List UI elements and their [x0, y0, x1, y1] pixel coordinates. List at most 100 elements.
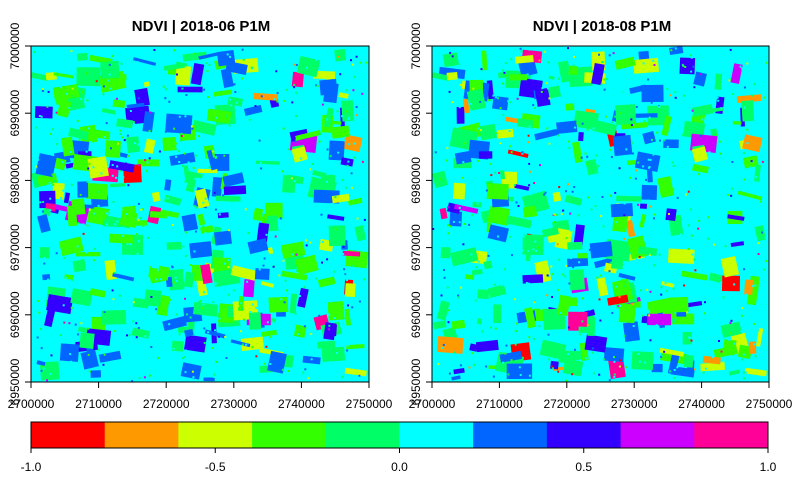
raster-pixel — [598, 298, 601, 301]
raster-pixel — [480, 68, 483, 71]
raster-pixel — [539, 164, 541, 167]
raster-patch — [75, 252, 101, 257]
raster-pixel — [600, 215, 603, 217]
raster-pixel — [108, 63, 111, 66]
raster-pixel — [309, 109, 312, 112]
raster-pixel — [224, 262, 226, 265]
raster-pixel — [273, 98, 276, 101]
raster-pixel — [295, 253, 298, 256]
raster-pixel — [127, 154, 130, 157]
raster-patch — [185, 173, 198, 193]
raster-pixel — [648, 166, 651, 168]
raster-patch — [683, 354, 694, 368]
raster-pixel — [729, 321, 732, 324]
raster-pixel — [750, 332, 753, 335]
raster-pixel — [442, 343, 445, 346]
raster-pixel — [660, 355, 663, 358]
raster-pixel — [109, 87, 112, 90]
raster-pixel — [163, 342, 166, 345]
raster-pixel — [37, 300, 40, 302]
raster-pixel — [519, 47, 522, 50]
raster-pixel — [649, 158, 652, 161]
raster-pixel — [64, 276, 67, 279]
raster-pixel — [281, 368, 284, 371]
raster-pixel — [459, 83, 462, 86]
raster-patch — [612, 212, 629, 233]
raster-pixel — [311, 163, 314, 165]
raster-patch — [190, 62, 205, 86]
raster-pixel — [502, 361, 505, 364]
raster-pixel — [440, 346, 443, 349]
raster-patch — [681, 270, 708, 281]
raster-patch — [39, 246, 50, 259]
raster-pixel — [504, 352, 507, 355]
raster-pixel — [741, 358, 744, 361]
raster-pixel — [273, 170, 276, 173]
raster-patch — [332, 120, 342, 125]
raster-patch — [269, 317, 277, 324]
raster-patch — [548, 75, 555, 80]
raster-pixel — [562, 209, 565, 212]
raster-pixel — [462, 357, 465, 360]
raster-pixel — [184, 255, 187, 257]
raster-pixel — [649, 339, 652, 342]
raster-pixel — [352, 89, 355, 92]
raster-pixel — [521, 152, 524, 155]
raster-pixel — [601, 115, 604, 118]
raster-pixel — [745, 293, 748, 296]
raster-pixel — [40, 357, 43, 360]
raster-pixel — [333, 317, 336, 319]
raster-pixel — [445, 159, 448, 162]
raster-pixel — [642, 314, 644, 317]
raster-pixel — [114, 330, 117, 332]
raster-pixel — [618, 198, 621, 201]
raster-pixel — [48, 181, 51, 184]
raster-pixel — [449, 51, 452, 54]
raster-pixel — [324, 289, 327, 291]
raster-pixel — [68, 106, 71, 109]
raster-pixel — [687, 190, 690, 193]
raster-pixel — [562, 273, 565, 276]
raster-pixel — [748, 166, 751, 169]
raster-pixel — [38, 311, 41, 314]
raster-pixel — [146, 205, 149, 208]
raster-pixel — [218, 317, 221, 320]
raster-pixel — [597, 165, 600, 168]
raster-pixel — [204, 197, 207, 200]
y-tick-label: 6950000 — [8, 358, 22, 405]
raster-patch — [479, 123, 497, 141]
raster-pixel — [541, 87, 544, 90]
raster-pixel — [492, 375, 495, 378]
raster-pixel — [212, 352, 214, 355]
raster-pixel — [602, 358, 605, 361]
raster-pixel — [615, 221, 618, 224]
raster-pixel — [584, 152, 587, 155]
raster-pixel — [182, 245, 185, 248]
raster-patch — [319, 78, 338, 96]
raster-pixel — [502, 225, 504, 227]
raster-patch — [616, 195, 641, 202]
raster-pixel — [734, 122, 737, 124]
raster-pixel — [552, 180, 554, 183]
raster-pixel — [214, 67, 217, 70]
raster-pixel — [292, 63, 295, 66]
raster-pixel — [730, 141, 733, 144]
raster-patch — [344, 367, 367, 377]
raster-pixel — [184, 180, 187, 183]
raster-pixel — [740, 314, 743, 317]
raster-pixel — [280, 298, 283, 301]
raster-patch — [347, 197, 363, 206]
raster-pixel — [192, 166, 195, 169]
raster-pixel — [346, 344, 349, 347]
raster-pixel — [139, 71, 142, 74]
raster-patch — [216, 49, 236, 67]
raster-pixel — [611, 312, 614, 314]
raster-pixel — [642, 177, 645, 179]
raster-pixel — [348, 116, 351, 119]
raster-pixel — [326, 180, 328, 183]
raster-pixel — [685, 193, 687, 196]
raster-pixel — [51, 128, 54, 131]
raster-pixel — [495, 96, 498, 99]
raster-pixel — [729, 332, 732, 335]
raster-pixel — [705, 204, 707, 207]
